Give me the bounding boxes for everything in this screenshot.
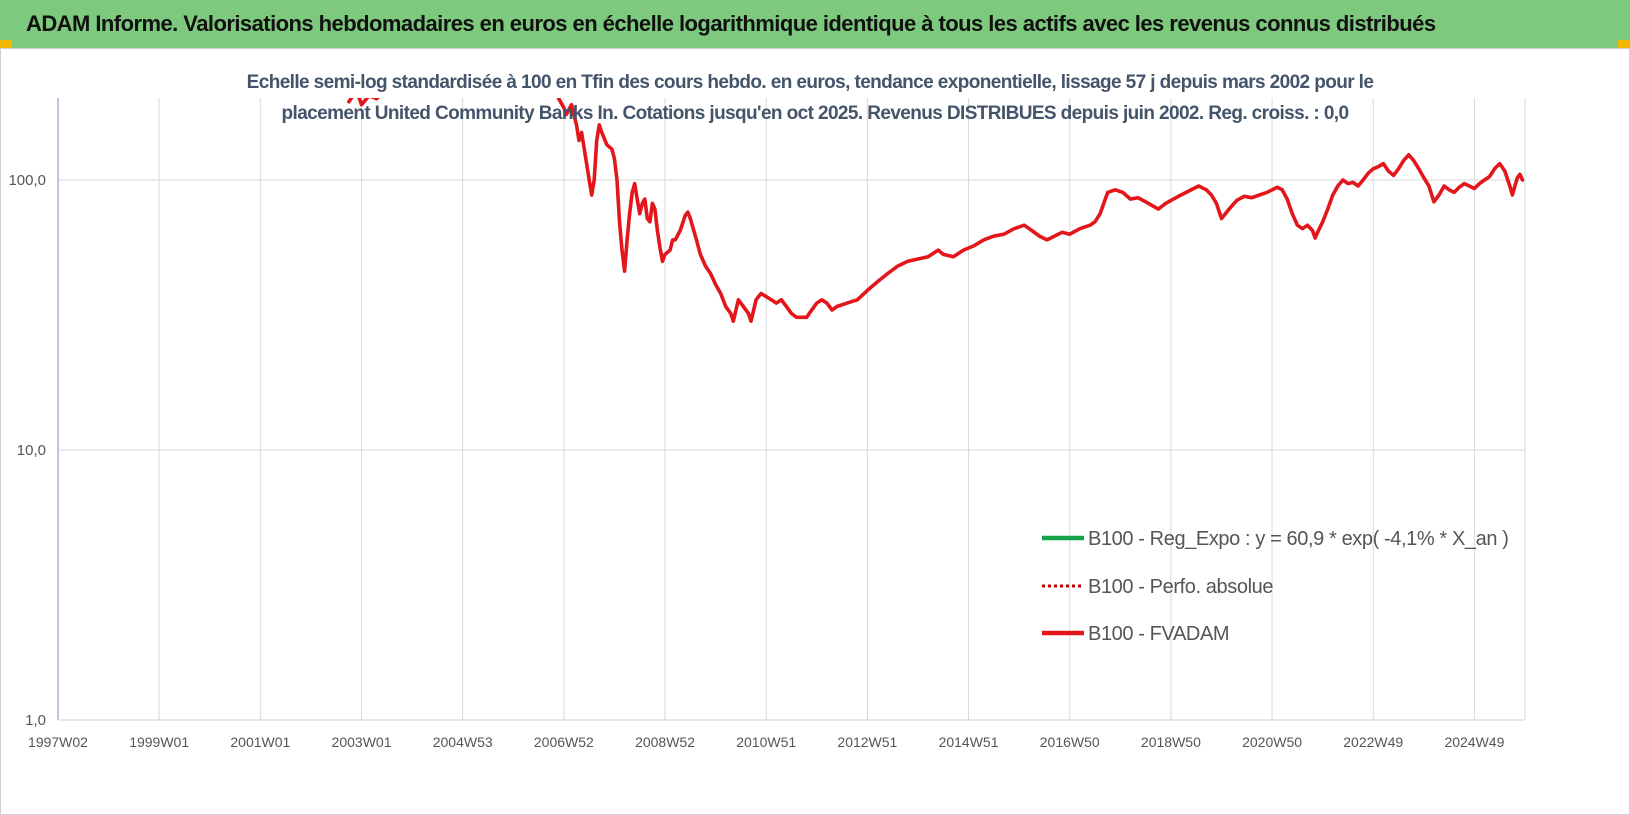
x-tick-label: 2024W49 bbox=[1444, 734, 1504, 750]
x-tick-label: 2004W53 bbox=[433, 734, 493, 750]
title-banner: ADAM Informe. Valorisations hebdomadaire… bbox=[0, 0, 1630, 48]
y-tick-label: 100,0 bbox=[8, 172, 46, 189]
x-tick-label: 2018W50 bbox=[1141, 734, 1201, 750]
corner-marker-right bbox=[1618, 40, 1630, 48]
chart-subtitle-line-1: Echelle semi-log standardisée à 100 en T… bbox=[247, 72, 1374, 93]
x-tick-label: 1997W02 bbox=[28, 734, 88, 750]
chart: 1,0 10,0 100,0 1997W02 1999W01 2001W01 2003W0… bbox=[8, 72, 1526, 750]
legend-label-3: B100 - FVADAM bbox=[1088, 623, 1229, 645]
corner-marker-left bbox=[0, 40, 12, 48]
x-tick-label: 2008W52 bbox=[635, 734, 695, 750]
x-tick-label: 2001W01 bbox=[230, 734, 290, 750]
x-tick-label: 2016W50 bbox=[1040, 734, 1100, 750]
x-tick-label: 2003W01 bbox=[332, 734, 392, 750]
x-tick-label: 2022W49 bbox=[1343, 734, 1403, 750]
x-tick-label: 1999W01 bbox=[129, 734, 189, 750]
y-tick-label: 10,0 bbox=[17, 442, 46, 459]
chart-subtitle-line-2: placement United Community Banks In. Cot… bbox=[282, 103, 1349, 124]
x-tick-label: 2014W51 bbox=[939, 734, 999, 750]
legend-label-1: B100 - Reg_Expo : y = 60,9 * exp( -4,1% … bbox=[1088, 528, 1509, 550]
x-tick-label: 2006W52 bbox=[534, 734, 594, 750]
y-tick-label: 1,0 bbox=[25, 712, 46, 729]
legend: B100 - Reg_Expo : y = 60,9 * exp( -4,1% … bbox=[1042, 528, 1509, 645]
series-layer bbox=[347, 98, 1525, 323]
grid-lines bbox=[58, 98, 1526, 720]
page-title: ADAM Informe. Valorisations hebdomadaire… bbox=[26, 11, 1436, 36]
x-tick-labels: 1997W02 1999W01 2001W01 2003W01 2004W53 2006W… bbox=[28, 734, 1505, 750]
x-tick-label: 2010W51 bbox=[736, 734, 796, 750]
x-tick-label: 2012W51 bbox=[837, 734, 897, 750]
axes bbox=[57, 98, 1525, 721]
series-line-3 bbox=[347, 98, 1525, 323]
x-tick-label: 2020W50 bbox=[1242, 734, 1302, 750]
legend-label-2: B100 - Perfo. absolue bbox=[1088, 576, 1273, 598]
y-tick-labels: 1,0 10,0 100,0 bbox=[8, 172, 46, 729]
